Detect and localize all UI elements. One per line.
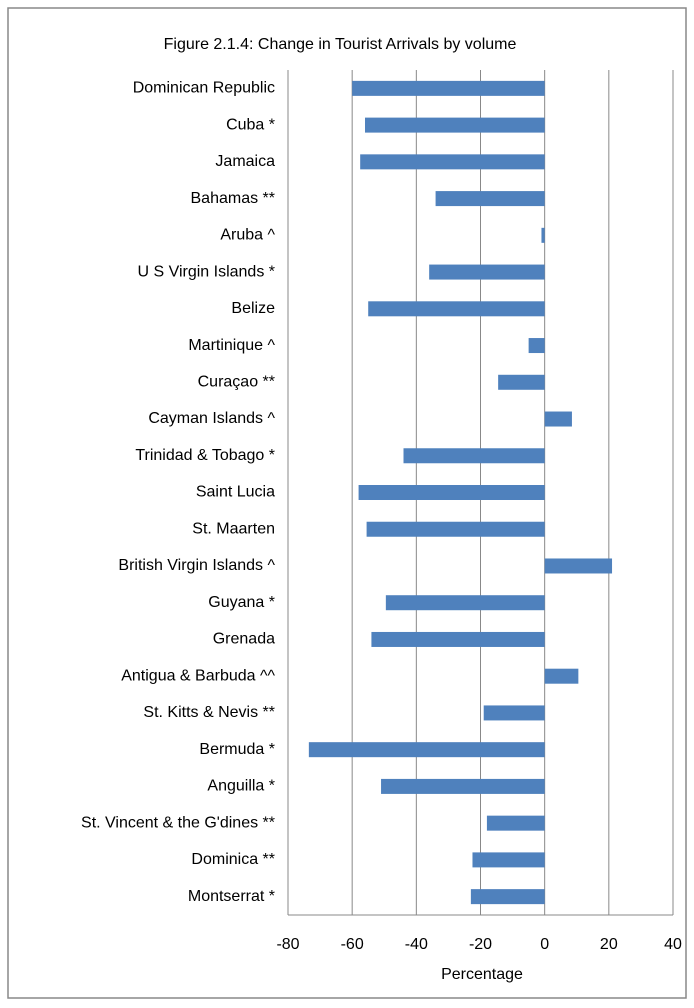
y-tick-label: Trinidad & Tobago * <box>135 447 275 464</box>
bar <box>368 301 545 317</box>
x-tick-label: -60 <box>341 936 364 953</box>
y-tick-label: Belize <box>231 300 275 317</box>
bar <box>435 191 545 207</box>
y-tick-label: Martinique ^ <box>188 337 275 354</box>
y-tick-label: St. Kitts & Nevis ** <box>143 704 275 721</box>
bar <box>470 889 545 905</box>
x-axis-label: Percentage <box>441 966 523 983</box>
y-tick-label: Montserrat * <box>188 888 275 905</box>
chart-title: Figure 2.1.4: Change in Tourist Arrivals… <box>164 36 517 53</box>
y-tick-label: Saint Lucia <box>196 484 275 501</box>
x-tick-label: 20 <box>600 936 618 953</box>
y-tick-label: British Virgin Islands ^ <box>118 557 275 574</box>
bar <box>403 448 545 464</box>
bar <box>352 80 545 96</box>
bar <box>498 374 545 390</box>
bar <box>308 742 545 758</box>
bar <box>472 852 545 868</box>
bar <box>544 558 613 574</box>
x-tick-label: -80 <box>276 936 299 953</box>
bar <box>486 815 545 831</box>
y-tick-label: Guyana * <box>208 594 275 611</box>
bar <box>381 778 545 794</box>
y-tick-label: Dominica ** <box>191 851 275 868</box>
bar <box>528 338 545 354</box>
y-tick-label: Bermuda * <box>199 741 275 758</box>
chart-frame <box>7 7 687 999</box>
x-tick-label: -40 <box>405 936 428 953</box>
bar <box>544 411 572 427</box>
y-tick-label: Bahamas ** <box>191 190 276 207</box>
y-tick-label: U S Virgin Islands * <box>137 263 275 280</box>
y-tick-label: Curaçao ** <box>198 374 275 391</box>
y-tick-label: Antigua & Barbuda ^^ <box>121 667 275 684</box>
y-tick-label: Aruba ^ <box>220 227 275 244</box>
y-tick-label: Cuba * <box>226 116 275 133</box>
bar <box>544 668 579 684</box>
y-tick-label: Grenada <box>213 631 275 648</box>
bar <box>429 264 545 280</box>
bar <box>385 595 545 611</box>
y-tick-label: Dominican Republic <box>133 80 275 97</box>
bar <box>360 154 545 170</box>
bar <box>365 117 545 133</box>
y-tick-label: Cayman Islands ^ <box>148 410 275 427</box>
y-tick-label: Jamaica <box>215 153 275 170</box>
bar <box>541 227 545 243</box>
bar <box>358 485 545 500</box>
x-tick-label: 0 <box>540 936 549 953</box>
y-tick-label: Anguilla * <box>207 778 275 795</box>
x-tick-label: -20 <box>469 936 492 953</box>
bar <box>366 521 545 537</box>
y-tick-label: St. Maarten <box>192 520 275 537</box>
bar <box>371 631 545 647</box>
x-tick-label: 40 <box>664 936 682 953</box>
y-tick-label: St. Vincent & the G'dines ** <box>81 814 275 831</box>
bar <box>483 705 545 721</box>
